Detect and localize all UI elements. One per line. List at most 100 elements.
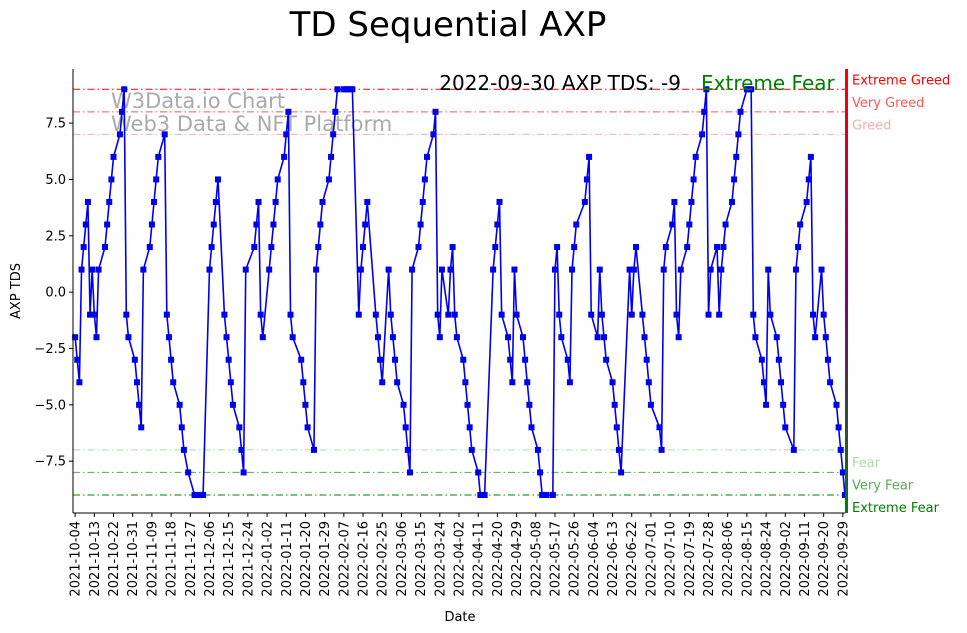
data-point [797, 221, 804, 228]
data-point [618, 469, 625, 476]
data-point [626, 266, 633, 273]
data-point [223, 334, 230, 341]
data-point [720, 244, 727, 251]
zone-labels: Extreme Greed Very Greed Greed Fear Very Fea… [852, 73, 950, 516]
x-tick-label: 2021-10-22 [107, 521, 122, 597]
data-point [317, 221, 324, 228]
data-point [464, 401, 471, 408]
x-tick-label: 2022-05-08 [529, 521, 544, 597]
data-point [609, 379, 616, 386]
data-point [151, 198, 158, 205]
data-point [716, 311, 723, 318]
data-point [780, 401, 787, 408]
data-point [812, 334, 819, 341]
x-tick-label: 2021-12-24 [241, 521, 256, 597]
data-point [274, 176, 281, 183]
x-tick-label: 2022-03-15 [414, 521, 429, 597]
y-tick-label: 2.5 [45, 229, 66, 244]
x-axis-title: Date [444, 610, 475, 625]
data-point [807, 153, 814, 160]
x-tick-label: 2022-07-01 [644, 521, 659, 597]
x-tick-label: 2022-07-28 [702, 521, 717, 597]
data-point [392, 356, 399, 363]
x-tick-label: 2022-04-02 [453, 521, 468, 597]
data-point [436, 334, 443, 341]
zone-label-very-greed: Very Greed [852, 96, 924, 111]
y-tick-label: −2.5 [34, 342, 66, 357]
data-point [690, 176, 697, 183]
zone-label-extreme-greed: Extreme Greed [852, 73, 950, 88]
data-point [737, 108, 744, 115]
data-point [615, 446, 622, 453]
y-ticks: −7.5 −5.0 −2.5 0.0 2.5 5.0 7.5 [34, 117, 73, 470]
data-point [707, 266, 714, 273]
data-point [581, 198, 588, 205]
data-point [820, 311, 827, 318]
data-point [748, 86, 755, 93]
x-tick-label: 2021-11-18 [165, 521, 180, 597]
data-point [731, 176, 738, 183]
data-point [490, 266, 497, 273]
data-point [93, 334, 100, 341]
data-point [212, 198, 219, 205]
data-point [586, 153, 593, 160]
data-point [662, 244, 669, 251]
data-point [481, 491, 488, 498]
data-point [131, 356, 138, 363]
x-tick-label: 2022-07-10 [664, 521, 679, 597]
data-point [701, 108, 708, 115]
data-point [594, 334, 601, 341]
data-point [257, 311, 264, 318]
data-point [82, 221, 89, 228]
data-point [677, 266, 684, 273]
data-point [138, 424, 145, 431]
x-tick-label: 2022-07-19 [683, 521, 698, 597]
x-tick-label: 2021-11-27 [184, 521, 199, 597]
data-point [170, 379, 177, 386]
data-point [511, 266, 518, 273]
data-point [603, 356, 610, 363]
data-point [310, 446, 317, 453]
x-tick-label: 2022-03-24 [433, 521, 448, 597]
data-point [362, 221, 369, 228]
data-point [313, 266, 320, 273]
data-point [325, 176, 332, 183]
data-point [146, 244, 153, 251]
data-point [281, 153, 288, 160]
y-tick-label: −7.5 [34, 455, 66, 470]
data-point [643, 356, 650, 363]
data-point [728, 198, 735, 205]
data-point [673, 311, 680, 318]
data-point [95, 266, 102, 273]
zone-label-fear: Fear [852, 456, 881, 471]
data-point [549, 491, 556, 498]
x-tick-label: 2022-08-15 [740, 521, 755, 597]
x-tick-label: 2022-09-02 [779, 521, 794, 597]
data-point [569, 266, 576, 273]
data-point [421, 176, 428, 183]
data-point [253, 221, 260, 228]
data-point [419, 198, 426, 205]
data-point [121, 86, 128, 93]
data-point [447, 266, 454, 273]
watermark-line-2: Web3 Data & NFT Platform [111, 112, 392, 136]
data-point [571, 244, 578, 251]
data-point [283, 131, 290, 138]
x-tick-label: 2022-06-04 [587, 521, 602, 597]
data-point [750, 311, 757, 318]
watermark: W3Data.io Chart Web3 Data & NFT Platform [111, 89, 392, 136]
data-point [72, 334, 79, 341]
data-point [387, 311, 394, 318]
data-point [778, 379, 785, 386]
data-point [573, 221, 580, 228]
watermark-line-1: W3Data.io Chart [111, 89, 285, 113]
data-point [101, 244, 108, 251]
data-point [810, 311, 817, 318]
data-point [524, 379, 531, 386]
data-point [417, 221, 424, 228]
x-tick-label: 2022-01-11 [280, 521, 295, 597]
data-point [364, 198, 371, 205]
data-point [140, 266, 147, 273]
data-point [355, 311, 362, 318]
